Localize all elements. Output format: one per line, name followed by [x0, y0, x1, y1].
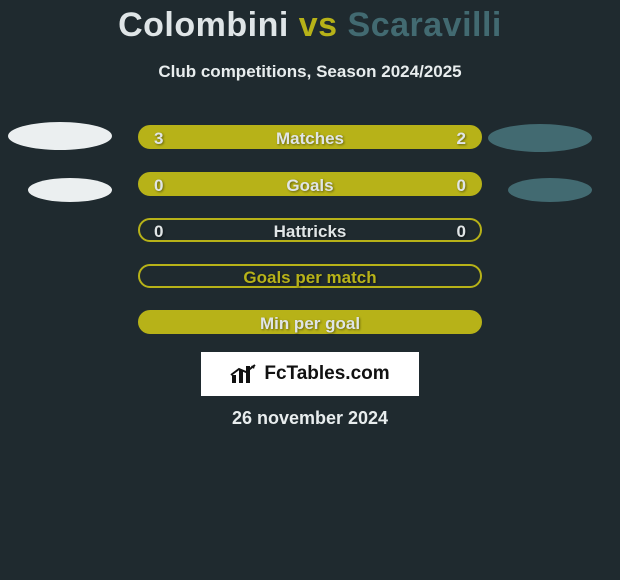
brand-logo-text: FcTables.com [264, 363, 389, 385]
stat-value-right: 2 [457, 127, 466, 151]
page-title: Colombini vs Scaravilli [0, 6, 620, 45]
stat-row: Goals0 0 [138, 172, 482, 196]
stat-row: Min per goal [138, 310, 482, 334]
stat-value-right: 0 [457, 174, 466, 198]
stat-label: Hattricks [140, 220, 480, 244]
title-vs: vs [289, 6, 348, 44]
decoration-ellipse-right-1 [508, 178, 592, 202]
stat-row: Matches3 2 [138, 125, 482, 149]
stat-value-left: 3 [154, 127, 163, 151]
bar-chart-icon [230, 363, 258, 385]
decoration-ellipse-left-0 [8, 122, 112, 150]
decoration-ellipse-left-1 [28, 178, 112, 202]
title-player2: Scaravilli [348, 6, 502, 44]
stat-label: Min per goal [140, 312, 480, 336]
title-player1: Colombini [118, 6, 289, 44]
comparison-infographic: Colombini vs Scaravilli Club competition… [0, 0, 620, 580]
stat-label: Matches [140, 127, 480, 151]
decoration-ellipse-right-0 [488, 124, 592, 152]
stat-value-left: 0 [154, 220, 163, 244]
date-text: 26 november 2024 [0, 408, 620, 429]
stat-label: Goals per match [140, 266, 480, 290]
stat-row: Hattricks0 0 [138, 218, 482, 242]
brand-logo: FcTables.com [201, 352, 419, 396]
stat-value-left: 0 [154, 174, 163, 198]
stat-label: Goals [140, 174, 480, 198]
stat-row: Goals per match [138, 264, 482, 288]
subtitle: Club competitions, Season 2024/2025 [0, 62, 620, 82]
stat-value-right: 0 [457, 220, 466, 244]
